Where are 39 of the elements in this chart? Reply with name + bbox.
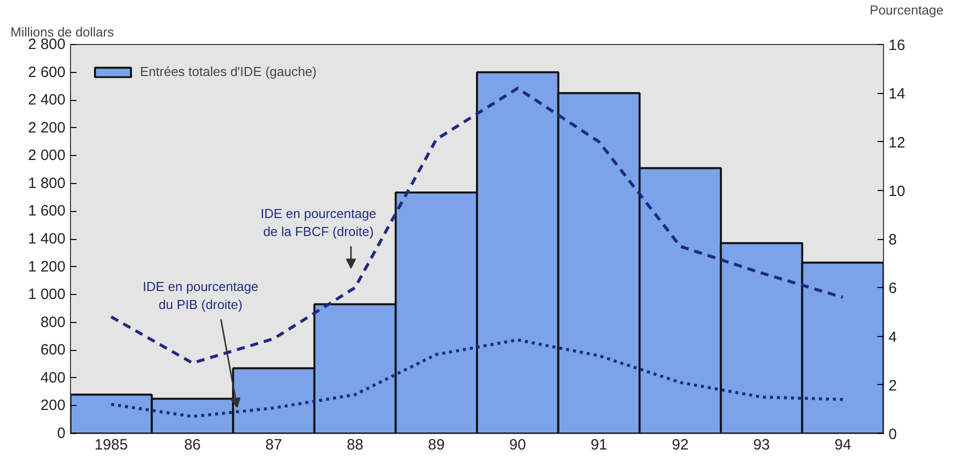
y2-tick-label: 0 [888,426,897,443]
x-tick-label: 88 [346,436,364,454]
y-tick-label: 1 400 [28,230,66,248]
y2-tick-label: 12 [888,134,906,152]
x-tick-label: 1985 [94,436,128,454]
y-tick-label: 1 600 [28,202,66,220]
y2-tick-label: 10 [888,182,906,200]
x-tick-label: 89 [428,436,445,454]
line-series [110,338,844,418]
x-tick-label: 90 [509,436,526,454]
y2-tick-label: 8 [888,232,897,248]
y-tick-label: 0 [57,425,66,442]
y-tick-label: 1 000 [28,286,66,304]
y-tick-label: 200 [40,397,66,414]
y2-axis-title: Pourcentage [870,2,944,18]
y-tick-label: 800 [40,314,66,331]
y-tick-label: 400 [40,369,66,386]
y-tick-label: 2 400 [28,92,66,109]
y-tick-label: 1 800 [28,174,66,192]
y-tick-label: 2 000 [28,147,66,164]
y2-tick-label: 2 [888,377,897,394]
y2-tick-label: 6 [888,280,897,298]
y2-tick-label: 4 [888,328,897,346]
y2-tick-label: 16 [888,37,906,54]
series-label: IDE en pourcentage de la FBCF (droite) [260,206,376,239]
x-tick-label: 92 [672,436,689,454]
text: IDE en pourcentage du PIB (droite) [142,278,258,312]
x-tick-label: 94 [834,436,852,454]
y-tick-label: 2 600 [28,64,66,81]
y-tick-label: 1 200 [28,258,66,276]
x-tick-label: 91 [590,436,608,454]
x-tick-label: 86 [184,436,201,454]
legend-label: Entrées totales d'IDE (gauche) [140,64,317,79]
x-tick-label: 93 [753,436,770,454]
y-tick-label: 2 200 [28,119,66,136]
x-tick-label: 87 [265,436,282,454]
y2-tick-label: 14 [888,86,906,103]
y-tick-label: 600 [40,342,66,359]
line-series [110,86,844,364]
